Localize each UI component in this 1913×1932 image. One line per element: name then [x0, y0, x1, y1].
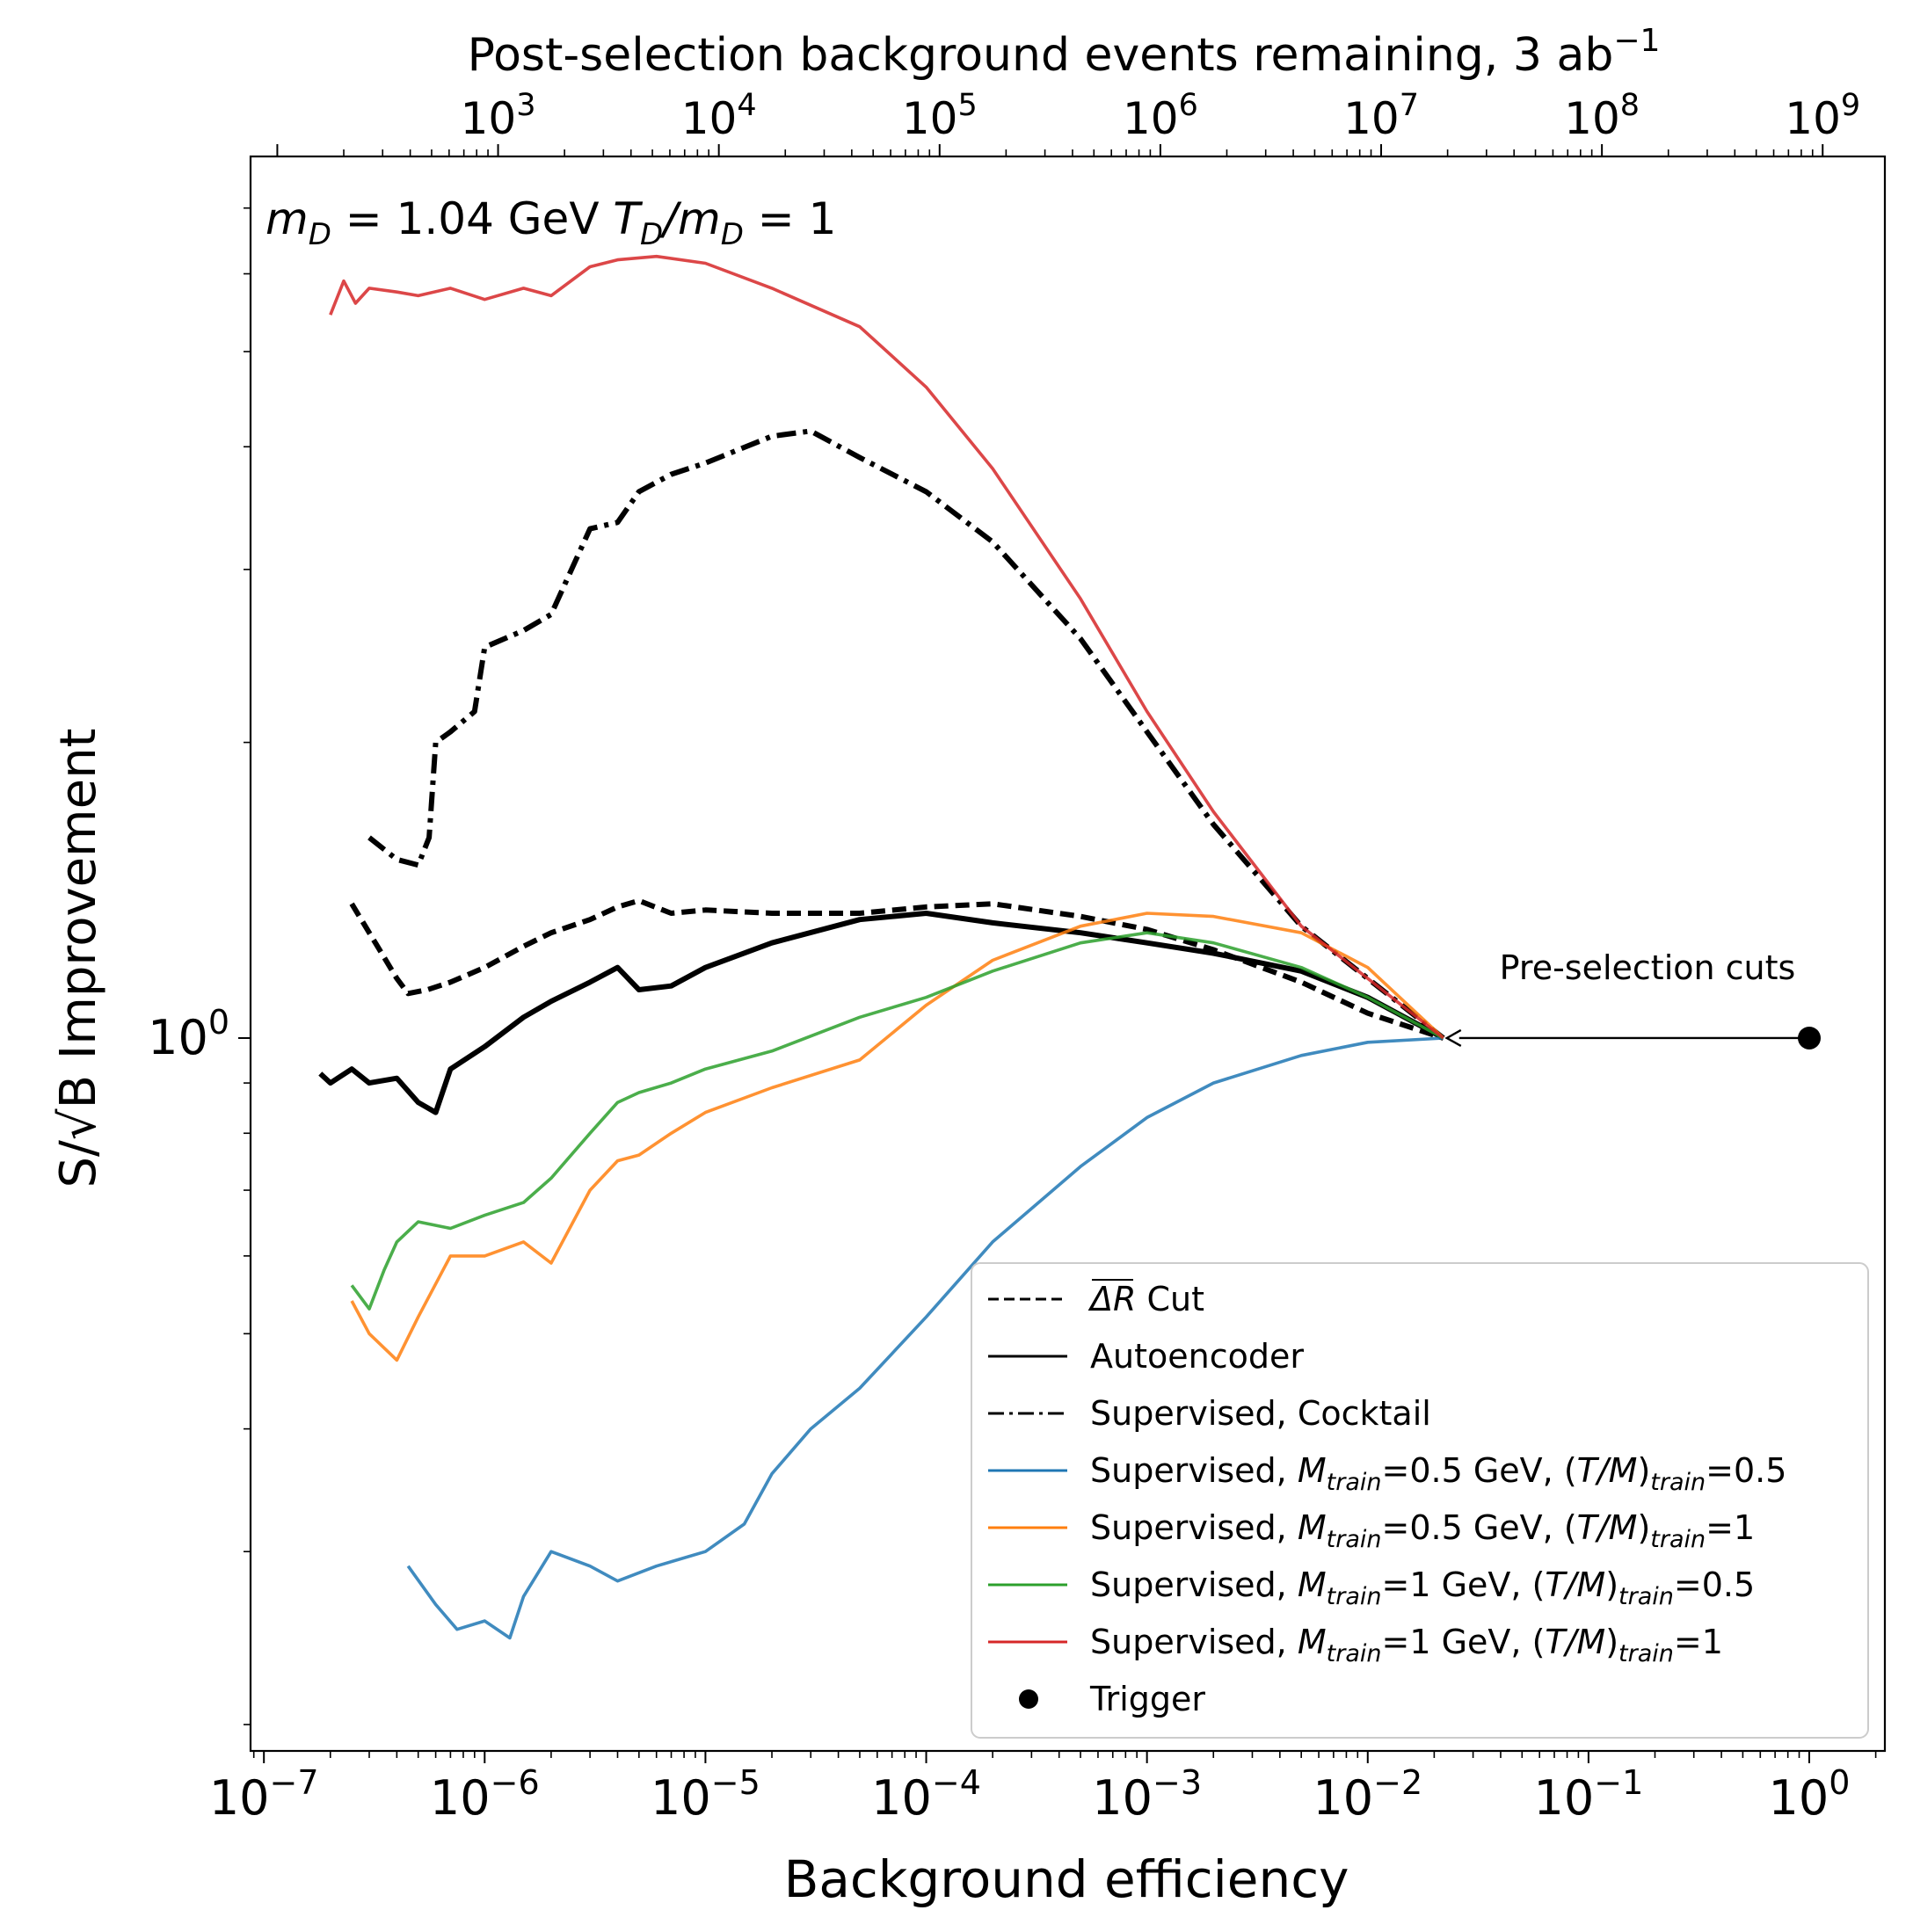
legend-label: Autoencoder — [1090, 1337, 1304, 1376]
legend-marker — [1019, 1689, 1038, 1709]
bottom-tick-label: 10−7 — [209, 1763, 319, 1826]
top-tick-label: 107 — [1343, 88, 1419, 144]
series-line-4 — [350, 912, 1445, 1362]
top-tick-label: 106 — [1123, 88, 1198, 144]
top-tick-label: 104 — [681, 88, 757, 144]
top-tick-label: 109 — [1785, 88, 1860, 144]
legend-label: ΔR Cut — [1087, 1280, 1204, 1318]
preselection-label: Pre-selection cuts — [1500, 948, 1796, 987]
bottom-tick-label: 10−2 — [1313, 1763, 1422, 1826]
top-axis-title: Post-selection background events remaini… — [468, 23, 1661, 82]
legend-item: Supervised, Mtrain=1 GeV, (T/M)train=1 — [988, 1623, 1723, 1667]
top-axis-title-sup: −1 — [1613, 23, 1660, 59]
preselection-arrow-head — [1444, 1028, 1462, 1048]
bottom-tick-label: 10−3 — [1092, 1763, 1202, 1826]
legend-label: Supervised, Cocktail — [1090, 1394, 1431, 1433]
top-axis-title-main: Post-selection background events remaini… — [468, 29, 1614, 82]
top-tick-label: 108 — [1564, 88, 1640, 144]
legend-label: Supervised, Mtrain=1 GeV, (T/M)train=1 — [1090, 1623, 1723, 1667]
series-line-5 — [350, 931, 1444, 1311]
marker-layer — [1444, 1026, 1822, 1050]
top-tick-label: 105 — [902, 88, 978, 144]
plot-frame — [249, 155, 1887, 1753]
top-tick-label: 103 — [461, 88, 536, 144]
axis-ticks: 10−7 10−6 10−5 10−4 10−3 10−2 10−1 100 103 104 105… — [148, 88, 1877, 1826]
y-tick-label: 100 — [148, 1003, 229, 1065]
legend-item: Autoencoder — [988, 1337, 1304, 1376]
legend-item: ΔR Cut — [988, 1279, 1204, 1318]
parameter-annotation: mD = 1.04 GeV TD/mD = 1 — [265, 193, 836, 252]
bottom-tick-label: 10−6 — [430, 1763, 540, 1826]
bottom-tick-label: 100 — [1769, 1763, 1851, 1826]
legend-item: Supervised, Cocktail — [988, 1394, 1431, 1433]
bottom-tick-label: 10−1 — [1534, 1763, 1644, 1826]
legend-label: Supervised, Mtrain=0.5 GeV, (T/M)train=1 — [1090, 1508, 1755, 1553]
legend-label: Supervised, Mtrain=0.5 GeV, (T/M)train=0… — [1090, 1451, 1786, 1496]
bottom-tick-label: 10−5 — [651, 1763, 760, 1826]
series-line-3 — [406, 1036, 1444, 1640]
legend: ΔR Cut Autoencoder Supervised, Cocktail Sup… — [971, 1262, 1869, 1739]
series-line-6 — [329, 254, 1444, 1040]
trigger-point — [1798, 1026, 1822, 1050]
legend-label: Supervised, Mtrain=1 GeV, (T/M)train=0.5 — [1090, 1565, 1755, 1610]
legend-item: Supervised, Mtrain=0.5 GeV, (T/M)train=0… — [988, 1451, 1786, 1496]
series-layer — [318, 254, 1445, 1640]
x-axis-title: Background efficiency — [784, 1849, 1349, 1909]
series-line-1 — [318, 911, 1445, 1115]
legend-label: Trigger — [1089, 1680, 1205, 1718]
legend-item: Supervised, Mtrain=1 GeV, (T/M)train=0.5 — [988, 1565, 1755, 1610]
legend-items: ΔR Cut Autoencoder Supervised, Cocktail Sup… — [988, 1279, 1786, 1718]
legend-item: Trigger — [1019, 1680, 1205, 1718]
legend-box — [971, 1262, 1869, 1739]
y-axis-title: S/√B Improvement — [50, 728, 107, 1188]
legend-item: Supervised, Mtrain=0.5 GeV, (T/M)train=1 — [988, 1508, 1755, 1553]
bottom-tick-label: 10−4 — [871, 1763, 981, 1826]
